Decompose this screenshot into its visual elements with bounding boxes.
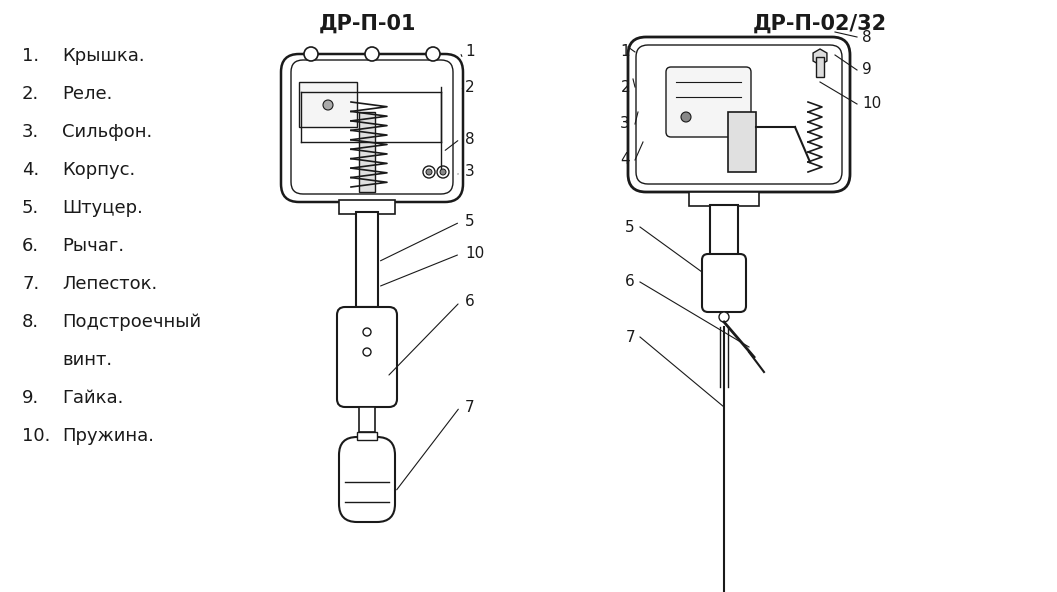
Text: 8: 8 xyxy=(465,131,475,146)
Text: Сильфон.: Сильфон. xyxy=(62,123,152,141)
Circle shape xyxy=(719,312,729,322)
Text: 2: 2 xyxy=(465,79,475,95)
Text: винт.: винт. xyxy=(62,351,112,369)
Text: 4.: 4. xyxy=(22,161,39,179)
FancyBboxPatch shape xyxy=(702,254,746,312)
Text: ДР-П-02/32: ДР-П-02/32 xyxy=(753,14,887,34)
Bar xyxy=(816,57,824,77)
Circle shape xyxy=(304,47,318,61)
Text: Корпус.: Корпус. xyxy=(62,161,135,179)
Text: 7: 7 xyxy=(465,400,475,414)
Text: 9.: 9. xyxy=(22,389,39,407)
Text: 3: 3 xyxy=(620,117,630,131)
Text: 5: 5 xyxy=(465,214,475,230)
Circle shape xyxy=(363,348,371,356)
FancyBboxPatch shape xyxy=(337,307,397,407)
Bar xyxy=(356,212,378,307)
Circle shape xyxy=(426,47,440,61)
Text: Реле.: Реле. xyxy=(62,85,112,103)
Bar xyxy=(357,432,377,440)
Text: Подстроечный: Подстроечный xyxy=(62,313,201,331)
Text: 1: 1 xyxy=(465,44,475,60)
Text: 9: 9 xyxy=(863,63,872,78)
Text: 5.: 5. xyxy=(22,199,39,217)
Text: 8: 8 xyxy=(863,30,872,44)
Text: 4: 4 xyxy=(620,153,630,168)
Text: 6: 6 xyxy=(626,275,635,289)
FancyBboxPatch shape xyxy=(339,437,395,522)
Circle shape xyxy=(426,169,432,175)
Bar xyxy=(728,112,756,172)
Text: 5: 5 xyxy=(626,220,635,234)
Text: 6.: 6. xyxy=(22,237,39,255)
Text: Крышка.: Крышка. xyxy=(62,47,145,65)
Polygon shape xyxy=(813,49,827,65)
Bar xyxy=(359,112,375,192)
Circle shape xyxy=(440,169,446,175)
FancyBboxPatch shape xyxy=(666,67,752,137)
Circle shape xyxy=(423,166,435,178)
Text: 2.: 2. xyxy=(22,85,39,103)
Bar xyxy=(339,200,395,214)
Circle shape xyxy=(365,47,379,61)
Circle shape xyxy=(363,328,371,336)
Text: Рычаг.: Рычаг. xyxy=(62,237,124,255)
Text: 6: 6 xyxy=(465,294,475,310)
Circle shape xyxy=(437,166,449,178)
Text: 1.: 1. xyxy=(22,47,39,65)
FancyBboxPatch shape xyxy=(281,54,463,202)
Text: 2: 2 xyxy=(620,79,630,95)
Bar xyxy=(299,82,357,127)
Bar xyxy=(710,205,738,257)
Text: 3.: 3. xyxy=(22,123,39,141)
Text: Пружина.: Пружина. xyxy=(62,427,154,445)
Text: Лепесток.: Лепесток. xyxy=(62,275,157,293)
Text: 10: 10 xyxy=(863,96,882,111)
Text: Гайка.: Гайка. xyxy=(62,389,124,407)
Text: Штуцер.: Штуцер. xyxy=(62,199,143,217)
Text: 8.: 8. xyxy=(22,313,39,331)
Text: 10.: 10. xyxy=(22,427,51,445)
Circle shape xyxy=(681,112,691,122)
Text: ДР-П-01: ДР-П-01 xyxy=(319,14,416,34)
Text: 7: 7 xyxy=(626,330,635,345)
FancyBboxPatch shape xyxy=(628,37,850,192)
Bar xyxy=(359,407,375,432)
Circle shape xyxy=(323,100,333,110)
Text: 1: 1 xyxy=(620,44,630,60)
Bar xyxy=(689,192,759,206)
Text: 7.: 7. xyxy=(22,275,39,293)
Text: 3: 3 xyxy=(465,165,475,179)
Text: 10: 10 xyxy=(465,246,484,262)
